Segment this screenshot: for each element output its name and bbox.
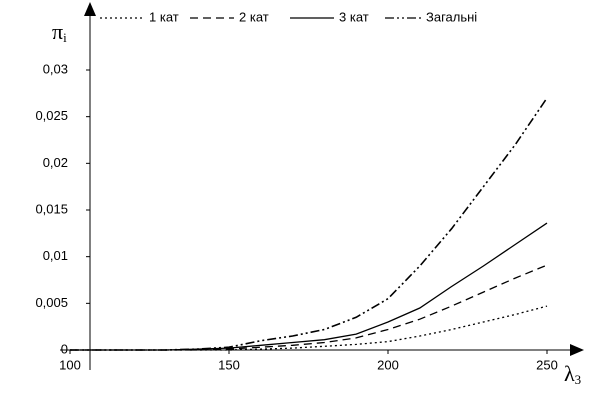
legend-label: 3 кат bbox=[339, 9, 369, 24]
series-line bbox=[70, 97, 548, 351]
legend-label: Загальні bbox=[426, 9, 477, 24]
y-axis-label: πi bbox=[52, 19, 67, 45]
series-line bbox=[70, 222, 548, 351]
x-axis-label: λ3 bbox=[564, 361, 581, 387]
y-tick-label: 0,03 bbox=[43, 61, 68, 76]
y-tick-label: 0,02 bbox=[43, 155, 68, 170]
x-tick-label: 200 bbox=[377, 357, 399, 372]
y-tick-label: 0,01 bbox=[43, 248, 68, 263]
x-tick-label: 250 bbox=[536, 357, 558, 372]
legend-label: 1 кат bbox=[149, 9, 179, 24]
series-line bbox=[70, 264, 548, 351]
y-tick-label: 0 bbox=[61, 341, 68, 356]
y-tick-label: 0,005 bbox=[35, 295, 68, 310]
x-axis-arrow bbox=[570, 344, 584, 356]
y-label-symbol: π bbox=[52, 19, 63, 44]
x-label-index: 3 bbox=[575, 372, 582, 387]
x-label-symbol: λ bbox=[564, 361, 575, 386]
x-tick-label: 100 bbox=[59, 357, 81, 372]
y-label-index: i bbox=[63, 30, 67, 45]
x-tick-label: 150 bbox=[218, 357, 240, 372]
y-tick-label: 0,025 bbox=[35, 108, 68, 123]
y-axis-arrow bbox=[84, 2, 96, 16]
y-tick-label: 0,015 bbox=[35, 201, 68, 216]
legend-label: 2 кат bbox=[239, 9, 269, 24]
